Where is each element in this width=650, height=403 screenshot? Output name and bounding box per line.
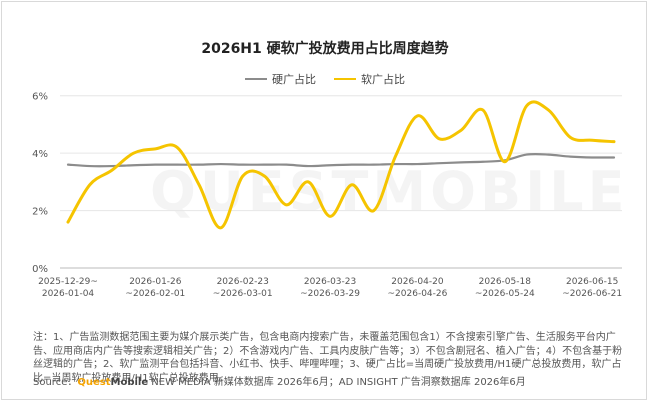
x-tick-label: 2026-06-15	[566, 277, 618, 287]
x-tick-label: ~2026-03-01	[213, 289, 273, 299]
x-tick-label: 2026-04-20	[391, 277, 444, 287]
questmobile-logo: QuestMobile	[77, 377, 148, 388]
legend-label-soft: 软广占比	[361, 73, 405, 86]
legend-label-hard: 硬广占比	[272, 73, 316, 86]
line-chart: 0% 2% 4% 6% 2025-12-29~ 2026-01-04 2026-01-26 ~…	[32, 92, 622, 299]
y-tick-label: 6%	[32, 92, 48, 103]
legend-item-hard: 硬广占比	[245, 71, 316, 87]
legend-swatch-soft	[334, 78, 356, 80]
logo-part-a: Quest	[77, 377, 111, 388]
legend: 硬广占比 软广占比	[0, 71, 650, 87]
x-tick-label: ~2026-05-24	[475, 289, 535, 299]
x-tick-label: 2026-02-23	[217, 277, 269, 287]
y-tick-label: 4%	[32, 149, 48, 160]
series-line-hard	[66, 152, 616, 168]
chart-notes: 注：1、广告监测数据范围主要为媒介展示类广告，包含电商内搜索广告，未覆盖范围包含…	[33, 332, 623, 384]
logo-part-b: Mobile	[110, 377, 149, 388]
source-line: Source：QuestMobile NEW MEDIA 新媒体数据库 2026…	[33, 373, 633, 388]
x-tick-label: ~2026-02-01	[125, 289, 185, 299]
x-tick-label: ~2026-06-21	[562, 289, 622, 299]
x-tick-label: 2026-03-23	[304, 277, 356, 287]
y-tick-label: 2%	[32, 207, 48, 218]
x-tick-label: 2026-05-18	[479, 277, 532, 287]
x-tick-label: ~2026-03-29	[300, 289, 360, 299]
source-prefix: Source：	[33, 377, 78, 388]
legend-swatch-hard	[245, 78, 267, 80]
chart-title: 2026H1 硬软广投放费用占比周度趋势	[201, 41, 449, 57]
y-tick-label: 0%	[32, 264, 48, 275]
x-tick-label: ~2026-04-26	[388, 289, 448, 299]
series-line-soft	[66, 100, 616, 230]
legend-item-soft: 软广占比	[334, 71, 405, 87]
x-tick-label: 2026-01-26	[129, 277, 182, 287]
x-tick-label: 2025-12-29~	[38, 277, 98, 287]
x-tick-label: 2026-01-04	[42, 289, 95, 299]
source-text: NEW MEDIA 新媒体数据库 2026年6月；AD INSIGHT 广告洞察…	[148, 377, 526, 388]
